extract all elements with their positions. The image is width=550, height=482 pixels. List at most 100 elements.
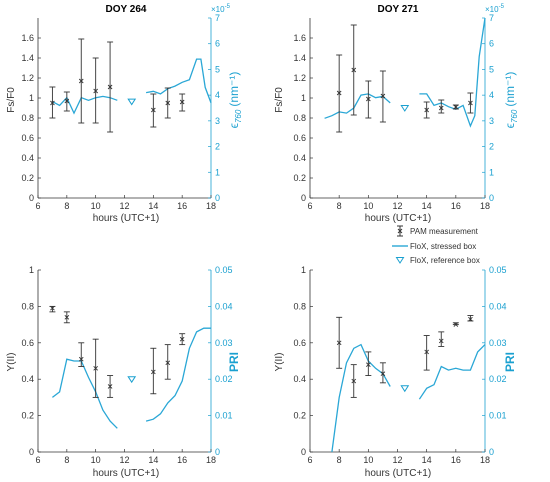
y-tick-label: 1.2	[293, 73, 306, 83]
stressed-series-line	[418, 344, 486, 400]
y-tick-label: 1	[301, 265, 306, 275]
y-tick-label: 0.8	[21, 301, 34, 311]
x-tick-label: 6	[35, 455, 40, 465]
y-tick-label: 0.8	[293, 113, 306, 123]
stressed-series-line	[145, 58, 212, 104]
pam-point	[438, 338, 444, 344]
x-tick-label: 6	[307, 201, 312, 211]
y-tick-label: 1.6	[21, 33, 34, 43]
right-scale-exp: -5	[499, 4, 505, 10]
legend: PAM measurement FloX, stressed box FloX,…	[392, 225, 480, 265]
y-tick-label: 0.4	[21, 374, 34, 384]
pam-point	[468, 316, 473, 322]
y-right-main: ϵ	[227, 123, 241, 128]
x-axis-label: hours (UTC+1)	[365, 468, 431, 479]
x-tick-label: 12	[119, 455, 129, 465]
reference-marker	[400, 105, 410, 112]
y-axis-label: Y(II)	[6, 353, 17, 372]
pam-point	[453, 322, 459, 327]
y-right-tick-label: 4	[215, 90, 220, 100]
x-tick-label: 8	[64, 201, 69, 211]
x-tick-label: 18	[480, 201, 490, 211]
y-right-tick-label: 0.04	[489, 301, 507, 311]
reference-marker	[127, 376, 137, 384]
legend-label-stressed: FloX, stressed box	[410, 242, 476, 251]
reference-marker	[400, 385, 410, 393]
pam-point	[93, 365, 98, 371]
stressed-series-line	[324, 93, 391, 119]
y-right-tick-label: 0	[215, 193, 220, 203]
y-right-tick-label: 7	[489, 13, 494, 23]
y-right-tick-label: 4	[489, 90, 494, 100]
y-tick-label: 0	[301, 193, 306, 203]
panel-title: DOY 264	[106, 4, 147, 15]
legend-marker-pam	[397, 225, 403, 237]
y-right-tick-label: 1	[215, 167, 220, 177]
legend-marker-reference	[395, 257, 405, 264]
pam-point	[151, 369, 156, 375]
x-tick-label: 16	[451, 201, 461, 211]
y-axis-right-label: PRI	[503, 352, 517, 372]
legend-label-reference: FloX, reference box	[410, 256, 480, 265]
pam-point	[78, 78, 84, 84]
pam-point	[336, 340, 342, 346]
y-axis-label: Y(II)	[274, 353, 285, 372]
y-right-sub: 760	[510, 109, 519, 123]
pam-point	[165, 100, 171, 106]
reference-marker	[127, 98, 137, 106]
x-tick-label: 18	[206, 455, 216, 465]
right-scale-base: ×10	[485, 5, 499, 14]
y-right-unit: (nm⁻¹)	[227, 72, 241, 107]
x-tick-label: 14	[422, 201, 432, 211]
panel-title: DOY 271	[378, 4, 419, 15]
y-tick-label: 1	[301, 93, 306, 103]
pam-point	[366, 362, 371, 367]
pam-point	[351, 67, 357, 73]
pam-point	[179, 336, 185, 342]
y-tick-label: 0	[29, 447, 34, 457]
x-tick-label: 8	[337, 201, 342, 211]
y-right-tick-label: 0.02	[215, 374, 233, 384]
pam-point	[50, 100, 55, 106]
x-tick-label: 16	[451, 455, 461, 465]
y-right-tick-label: 0.01	[489, 411, 507, 421]
pam-point	[50, 305, 55, 311]
pam-point	[165, 360, 171, 366]
pam-point	[380, 93, 386, 99]
y-tick-label: 1.2	[21, 73, 34, 83]
y-tick-label: 0.6	[293, 338, 306, 348]
stressed-series-line	[331, 343, 391, 453]
y-right-tick-label: 0	[215, 447, 220, 457]
y-right-tick-label: 0.03	[215, 338, 233, 348]
y-axis-right-label: ϵ760 (nm⁻¹)	[503, 72, 519, 129]
x-tick-label: 6	[307, 455, 312, 465]
y-right-unit: (nm⁻¹)	[503, 72, 517, 107]
pam-point	[453, 104, 459, 110]
y-right-tick-label: 0.02	[489, 374, 507, 384]
pam-point	[424, 349, 429, 355]
y-right-tick-label: 3	[489, 116, 494, 126]
x-tick-label: 6	[35, 201, 40, 211]
y-right-tick-label: 0.05	[215, 265, 233, 275]
chart-panel-yii-right: Y(II) PRI hours (UTC+1) 6 8 10 12 14 16 1800.2…	[274, 265, 517, 479]
y-right-tick-label: 0	[489, 193, 494, 203]
x-tick-label: 10	[91, 201, 101, 211]
pam-point	[380, 371, 386, 377]
y-right-tick-label: 0	[489, 447, 494, 457]
x-tick-label: 18	[480, 455, 490, 465]
chart-panel-yii-left: Y(II) PRI hours (UTC+1) 6 8 10 12 14 16 1800.2…	[6, 265, 241, 479]
y-axis-right-label: ϵ760 (nm⁻¹)	[227, 72, 243, 129]
y-right-tick-label: 7	[215, 13, 220, 23]
pam-point	[107, 384, 113, 389]
stressed-series-line	[145, 327, 211, 422]
y-right-main: ϵ	[503, 123, 517, 128]
y-tick-label: 1.4	[21, 53, 34, 63]
pam-point	[438, 105, 444, 111]
x-tick-label: 8	[337, 455, 342, 465]
y-tick-label: 0.4	[21, 153, 34, 163]
y-tick-label: 1.4	[293, 53, 306, 63]
y-right-tick-label: 5	[489, 64, 494, 74]
stressed-series-line	[419, 17, 486, 128]
y-tick-label: 0	[301, 447, 306, 457]
pam-point	[424, 107, 429, 113]
